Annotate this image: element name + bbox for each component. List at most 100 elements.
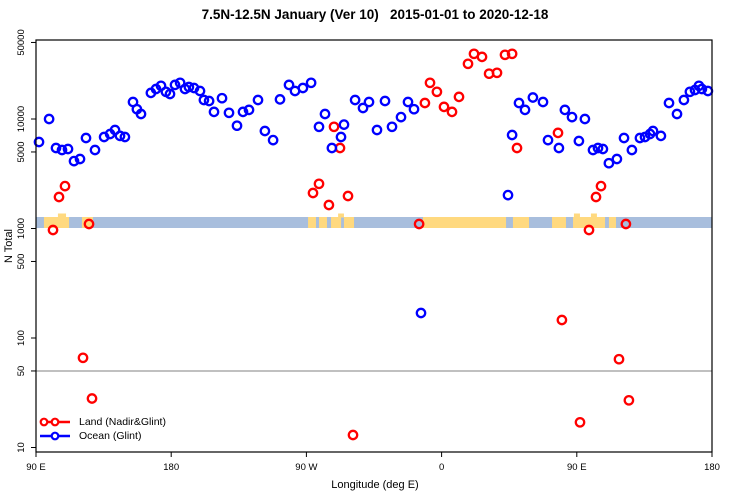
- land-point: [511, 142, 523, 154]
- ocean-point: [43, 113, 55, 125]
- map-strip-land-patch: [608, 217, 617, 228]
- ocean-point: [371, 124, 383, 136]
- x-tick-label: 90 W: [295, 462, 317, 473]
- ocean-point: [74, 153, 86, 165]
- land-point: [620, 218, 632, 230]
- ocean-point: [502, 189, 514, 201]
- land-point: [583, 224, 595, 236]
- land-point: [86, 393, 98, 404]
- ocean-point: [357, 102, 369, 114]
- ocean-point: [363, 96, 375, 108]
- ocean-point: [114, 130, 126, 142]
- land-point: [438, 101, 450, 113]
- y-tick-label: 100: [16, 330, 27, 346]
- map-strip-land-patch: [81, 217, 93, 228]
- ocean-point: [319, 108, 331, 120]
- ocean-point: [313, 121, 325, 133]
- map-strip-land-patch: [343, 217, 355, 228]
- ocean-point: [408, 103, 420, 115]
- ocean-point: [566, 111, 578, 123]
- land-point: [552, 127, 564, 139]
- ocean-point: [587, 144, 599, 156]
- ocean-point: [243, 104, 255, 116]
- x-axis-title: Longitude (deg E): [331, 479, 419, 491]
- ocean-point: [33, 136, 45, 148]
- y-tick-label: 10000: [16, 106, 27, 132]
- land-point: [47, 224, 59, 236]
- land-point: [446, 106, 458, 118]
- land-point: [623, 394, 635, 406]
- ocean-point: [56, 144, 68, 156]
- land-point: [59, 180, 71, 192]
- map-strip-land-bump: [57, 213, 67, 218]
- land-point: [307, 187, 319, 199]
- map-strip-land-patch: [43, 217, 70, 228]
- land-point: [347, 429, 359, 441]
- ocean-point: [603, 157, 615, 169]
- land-point: [413, 218, 425, 230]
- ocean-point: [274, 94, 286, 105]
- ocean-point: [618, 132, 630, 144]
- legend-item-ocean: Ocean (Glint): [37, 429, 166, 443]
- ocean-point: [305, 77, 317, 89]
- ocean-point: [297, 82, 309, 94]
- ocean-point: [259, 125, 271, 137]
- ocean-point: [223, 107, 235, 119]
- x-tick-label: 180: [163, 462, 179, 473]
- ocean-point: [203, 95, 215, 107]
- ocean-point: [402, 96, 414, 108]
- ocean-point: [267, 134, 279, 146]
- land-point: [499, 49, 511, 61]
- ocean-point: [80, 132, 92, 144]
- land-point: [53, 191, 65, 203]
- map-strip-land-bump: [573, 213, 580, 218]
- ocean-point: [338, 119, 350, 130]
- ocean-point: [349, 94, 361, 106]
- land-point: [613, 353, 625, 365]
- ocean-point: [169, 79, 181, 91]
- land-point: [491, 67, 503, 79]
- ocean-point: [50, 142, 62, 154]
- ocean-point: [684, 86, 696, 98]
- ocean-point: [119, 131, 131, 143]
- legend: Land (Nadir&Glint) Ocean (Glint): [37, 415, 166, 443]
- y-tick-label: 50: [16, 366, 27, 377]
- ocean-point: [198, 94, 210, 106]
- ocean-point: [647, 125, 659, 137]
- ocean-point: [183, 81, 195, 93]
- land-point: [424, 77, 436, 89]
- land-point: [462, 58, 474, 70]
- ocean-point: [559, 104, 571, 116]
- ocean-point: [68, 155, 80, 167]
- land-point: [574, 416, 586, 428]
- map-strip-land-patch: [319, 217, 327, 228]
- ocean-point: [231, 120, 243, 132]
- x-tick-label: 180: [704, 462, 720, 473]
- ocean-point: [194, 85, 206, 97]
- ocean-point: [283, 79, 295, 91]
- land-point: [595, 180, 607, 192]
- ocean-point: [542, 134, 554, 146]
- ocean-point: [696, 83, 708, 95]
- ocean-point: [592, 142, 604, 154]
- legend-label-land: Land (Nadir&Glint): [79, 416, 166, 428]
- ocean-point: [135, 108, 147, 120]
- ocean-point: [663, 97, 675, 109]
- map-strip-land-patch: [573, 217, 606, 228]
- land-point: [556, 314, 568, 326]
- land-point: [419, 97, 431, 109]
- ocean-point: [671, 108, 683, 120]
- ocean-point: [326, 142, 338, 154]
- map-strip-land-bump: [338, 213, 344, 218]
- ocean-point: [519, 104, 531, 116]
- ocean-point: [597, 143, 609, 155]
- land-point: [313, 178, 325, 190]
- map-strip-land-patch: [331, 217, 342, 228]
- ocean-point: [89, 144, 101, 156]
- ocean-point: [537, 96, 549, 108]
- map-strip-ocean: [36, 217, 712, 228]
- ocean-point: [237, 106, 249, 118]
- map-strip-land-patch: [552, 217, 566, 228]
- y-tick-label: 50000: [16, 29, 27, 55]
